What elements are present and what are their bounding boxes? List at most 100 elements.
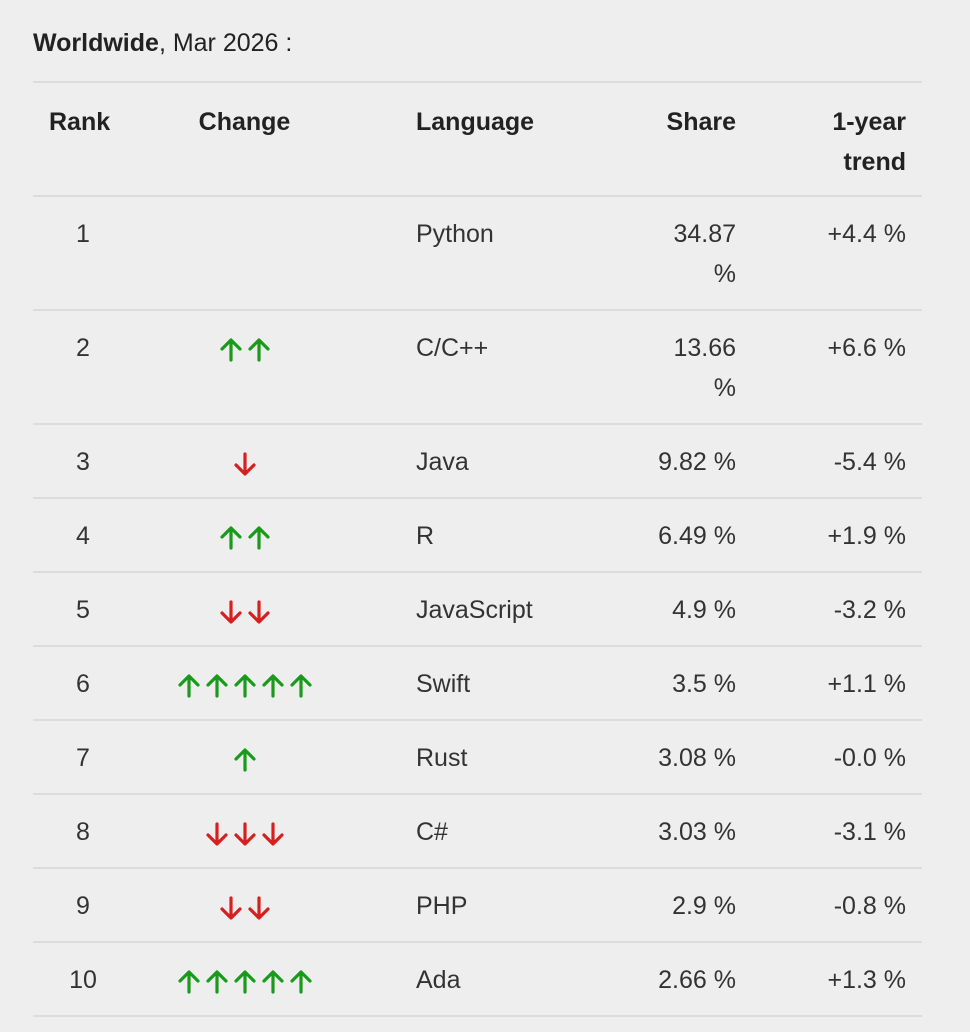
change-arrows (231, 450, 259, 478)
table-row: 9 PHP 2.9 % -0.8 % (33, 868, 922, 942)
region-heading: Worldwide, Mar 2026 : (33, 25, 292, 61)
arrow-down-icon (219, 600, 242, 624)
arrow-up-icon (177, 970, 200, 994)
change-arrows (203, 820, 287, 848)
arrow-up-icon (261, 970, 284, 994)
language-cell: C/C++ (416, 334, 489, 362)
change-arrows (217, 524, 273, 552)
header-row: Rank Change Language Share 1-year trend (33, 82, 922, 196)
rank-cell: 3 (76, 448, 90, 476)
share-cell: 2.9 % (536, 868, 738, 942)
trend-cell: +1.1 % (827, 670, 906, 698)
arrow-up-icon (177, 674, 200, 698)
share-value: 3.5 % (672, 670, 736, 698)
header-trend: 1-year trend (738, 82, 922, 196)
change-arrows (175, 672, 315, 700)
change-cell (153, 572, 336, 646)
table-row: 5 JavaScript 4.9 % -3.2 % (33, 572, 922, 646)
rank-cell: 5 (76, 596, 90, 624)
header-trend-line2: trend (843, 148, 907, 176)
trend-cell: +6.6 % (827, 334, 906, 362)
change-arrows (217, 336, 273, 364)
region-name: Worldwide (33, 29, 159, 57)
trend-cell: +1.9 % (827, 522, 906, 550)
table-row: 1 Python 34.87% +4.4 % (33, 196, 922, 310)
header-share: Share (666, 108, 736, 136)
change-arrows (175, 968, 315, 996)
table-header: Rank Change Language Share 1-year trend (33, 82, 922, 196)
arrow-up-icon (233, 970, 256, 994)
language-cell: PHP (416, 892, 468, 920)
change-cell (153, 196, 336, 310)
share-value: 6.49 % (658, 522, 736, 550)
arrow-up-icon (247, 338, 270, 362)
change-cell (153, 498, 336, 572)
arrow-down-icon (205, 822, 228, 846)
rank-cell: 10 (69, 966, 97, 994)
rank-cell: 1 (76, 220, 90, 248)
trend-cell: -0.8 % (833, 892, 906, 920)
arrow-down-icon (233, 452, 256, 476)
change-arrows (231, 746, 259, 774)
trend-cell: -3.2 % (833, 596, 906, 624)
arrow-up-icon (289, 674, 312, 698)
language-ranking-table: Rank Change Language Share 1-year trend 1… (33, 81, 922, 1017)
share-cell: 9.82 % (536, 424, 738, 498)
header-rank: Rank (49, 108, 111, 136)
header-change: Change (198, 108, 291, 136)
share-value: 34.87 (673, 220, 736, 248)
language-cell: Ada (416, 966, 461, 994)
trend-cell: -0.0 % (833, 744, 906, 772)
table-row: 3 Java 9.82 % -5.4 % (33, 424, 922, 498)
share-cell: 3.08 % (536, 720, 738, 794)
rank-cell: 2 (76, 334, 90, 362)
share-value: 4.9 % (672, 596, 736, 624)
rank-cell: 4 (76, 522, 90, 550)
change-cell (153, 646, 336, 720)
share-value: 2.9 % (672, 892, 736, 920)
share-cell: 3.5 % (536, 646, 738, 720)
arrow-up-icon (233, 748, 256, 772)
share-unit: % (713, 260, 736, 288)
language-cell: Java (416, 448, 469, 476)
arrow-down-icon (233, 822, 256, 846)
change-cell (153, 794, 336, 868)
arrow-up-icon (219, 338, 242, 362)
table-row: 7 Rust 3.08 % -0.0 % (33, 720, 922, 794)
rank-cell: 7 (76, 744, 90, 772)
change-cell (153, 720, 336, 794)
table-row: 10 Ada 2.66 % +1.3 % (33, 942, 922, 1016)
share-value: 9.82 % (658, 448, 736, 476)
arrow-up-icon (233, 674, 256, 698)
share-cell: 3.03 % (536, 794, 738, 868)
language-cell: C# (416, 818, 448, 846)
change-cell (153, 868, 336, 942)
share-unit: % (713, 374, 736, 402)
arrow-up-icon (205, 970, 228, 994)
arrow-down-icon (219, 896, 242, 920)
table-row: 2 C/C++ 13.66% +6.6 % (33, 310, 922, 424)
trend-cell: +1.3 % (827, 966, 906, 994)
language-cell: JavaScript (416, 596, 533, 624)
arrow-up-icon (289, 970, 312, 994)
arrow-up-icon (261, 674, 284, 698)
trend-cell: +4.4 % (827, 220, 906, 248)
share-value: 3.08 % (658, 744, 736, 772)
share-cell: 2.66 % (536, 942, 738, 1016)
change-cell (153, 942, 336, 1016)
header-trend-line1: 1-year (832, 108, 906, 136)
change-cell (153, 310, 336, 424)
table-row: 8 C# 3.03 % -3.1 % (33, 794, 922, 868)
arrow-up-icon (205, 674, 228, 698)
share-cell: 4.9 % (536, 572, 738, 646)
arrow-up-icon (247, 526, 270, 550)
region-date: , Mar 2026 : (158, 29, 293, 57)
language-cell: R (416, 522, 435, 550)
rank-cell: 6 (76, 670, 90, 698)
header-language: Language (416, 108, 535, 136)
language-cell: Swift (416, 670, 471, 698)
table-row: 6 Swift 3.5 % +1.1 % (33, 646, 922, 720)
rank-cell: 9 (76, 892, 90, 920)
table-body: 1 Python 34.87% +4.4 % 2 C/C++ 13.66% +6.6 % 3 Ja… (33, 196, 922, 1016)
